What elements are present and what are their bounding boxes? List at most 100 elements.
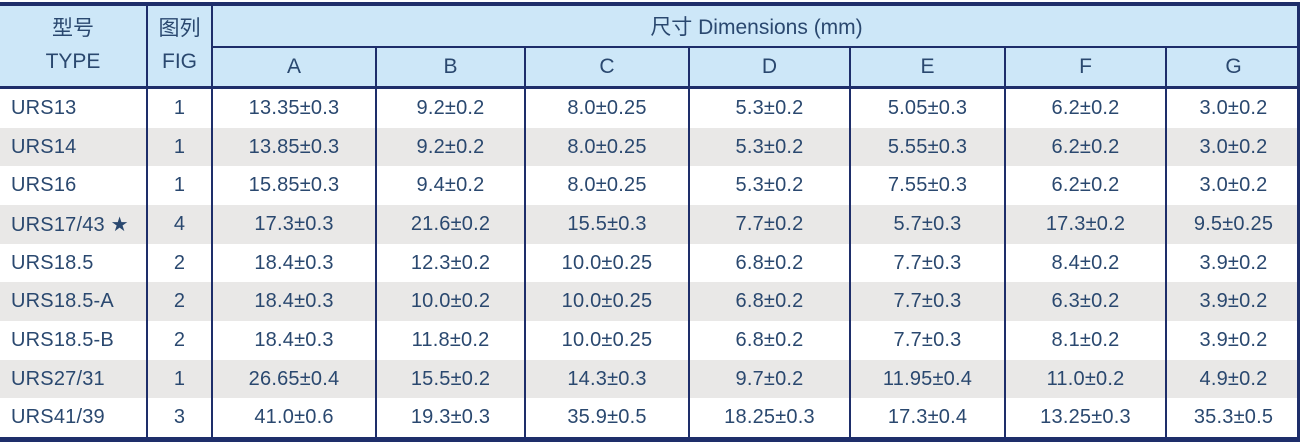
dim-cell-e: 5.05±0.3 bbox=[851, 89, 1006, 128]
dim-cell-c: 14.3±0.3 bbox=[526, 359, 690, 399]
dim-cell-e: 7.7±0.3 bbox=[851, 282, 1006, 322]
dim-cell-a: 18.4±0.3 bbox=[213, 321, 377, 360]
type-cell: URS14 bbox=[0, 127, 148, 167]
top-margin bbox=[0, 0, 1300, 2]
dim-cell-e: 17.3±0.4 bbox=[851, 398, 1006, 438]
type-cell: URS16 bbox=[0, 166, 148, 206]
dim-cell-f: 6.2±0.2 bbox=[1006, 127, 1167, 167]
dim-cell-f: 6.2±0.2 bbox=[1006, 166, 1167, 206]
dim-cell-e: 5.7±0.3 bbox=[851, 205, 1006, 244]
dim-cell-c: 8.0±0.25 bbox=[526, 89, 690, 128]
dim-cell-g: 9.5±0.25 bbox=[1193, 212, 1274, 235]
table-row: URS14 1 13.85±0.3 9.2±0.2 8.0±0.25 5.3±0… bbox=[0, 127, 1300, 167]
type-cell: URS41/39 bbox=[0, 398, 148, 438]
dim-cell-a: 17.3±0.3 bbox=[213, 205, 377, 244]
header-col-c: C bbox=[526, 48, 690, 86]
type-cell: URS17/43 ★ bbox=[0, 205, 148, 244]
dim-cell-e: 7.7±0.3 bbox=[851, 243, 1006, 283]
dim-cell-g: 3.9±0.2 bbox=[1199, 251, 1268, 274]
table-row: URS18.5-A 2 18.4±0.3 10.0±0.2 10.0±0.25 … bbox=[0, 282, 1300, 322]
dim-cell-d: 5.3±0.2 bbox=[690, 127, 851, 167]
header-col-d: D bbox=[690, 48, 851, 86]
header-type-en: TYPE bbox=[45, 50, 101, 73]
table-bottom-border bbox=[0, 437, 1300, 442]
dim-cell-a: 13.35±0.3 bbox=[213, 89, 377, 128]
table-row: URS27/31 1 26.65±0.4 15.5±0.2 14.3±0.3 9… bbox=[0, 359, 1300, 399]
header-col-g: G bbox=[1225, 55, 1242, 78]
table-row: URS18.5 2 18.4±0.3 12.3±0.2 10.0±0.25 6.… bbox=[0, 243, 1300, 283]
table-header: 型号 TYPE 图列 FIG 尺寸 Dimensions (mm) A B C … bbox=[0, 6, 1300, 89]
header-col-e: E bbox=[851, 48, 1006, 86]
table-row: URS16 1 15.85±0.3 9.4±0.2 8.0±0.25 5.3±0… bbox=[0, 166, 1300, 206]
dim-cell-g: 3.0±0.2 bbox=[1199, 96, 1268, 119]
dim-cell-c: 8.0±0.25 bbox=[526, 166, 690, 206]
dim-cell-c: 15.5±0.3 bbox=[526, 205, 690, 244]
dim-cell-a: 13.85±0.3 bbox=[213, 127, 377, 167]
dim-cell-b: 19.3±0.3 bbox=[377, 398, 526, 438]
dim-cell-b: 15.5±0.2 bbox=[377, 359, 526, 399]
bottom-margin bbox=[0, 442, 1300, 444]
dim-cell-d: 6.8±0.2 bbox=[690, 321, 851, 360]
dim-cell-b: 11.8±0.2 bbox=[377, 321, 526, 360]
fig-cell: 1 bbox=[148, 359, 213, 399]
dim-cell-c: 10.0±0.25 bbox=[526, 321, 690, 360]
fig-cell: 2 bbox=[148, 321, 213, 360]
dim-cell-d: 6.8±0.2 bbox=[690, 282, 851, 322]
header-type-zh: 型号 bbox=[52, 17, 94, 41]
fig-cell: 1 bbox=[148, 166, 213, 206]
table-right-border bbox=[1297, 2, 1300, 442]
header-type-cell: 型号 TYPE bbox=[0, 6, 148, 86]
dim-cell-f: 11.0±0.2 bbox=[1006, 359, 1167, 399]
table-row: URS13 1 13.35±0.3 9.2±0.2 8.0±0.25 5.3±0… bbox=[0, 89, 1300, 128]
dim-cell-e: 11.95±0.4 bbox=[851, 359, 1006, 399]
header-col-f: F bbox=[1006, 48, 1167, 86]
dim-cell-g: 35.3±0.5 bbox=[1193, 406, 1274, 429]
fig-cell: 1 bbox=[148, 127, 213, 167]
dim-cell-g: 3.9±0.2 bbox=[1199, 290, 1268, 313]
dim-cell-f: 8.4±0.2 bbox=[1006, 243, 1167, 283]
dim-cell-f: 6.3±0.2 bbox=[1006, 282, 1167, 322]
type-cell: URS13 bbox=[0, 89, 148, 128]
dim-cell-f: 17.3±0.2 bbox=[1006, 205, 1167, 244]
dim-cell-g: 3.0±0.2 bbox=[1199, 135, 1268, 158]
dim-cell-d: 6.8±0.2 bbox=[690, 243, 851, 283]
dim-cell-g: 3.0±0.2 bbox=[1199, 174, 1268, 197]
header-fig-en: FIG bbox=[162, 50, 197, 73]
header-col-b: B bbox=[377, 48, 526, 86]
dim-cell-g: 3.9±0.2 bbox=[1199, 328, 1268, 351]
dim-cell-a: 26.65±0.4 bbox=[213, 359, 377, 399]
type-cell: URS18.5-A bbox=[0, 282, 148, 322]
table-row: URS18.5-B 2 18.4±0.3 11.8±0.2 10.0±0.25 … bbox=[0, 321, 1300, 360]
dim-cell-a: 15.85±0.3 bbox=[213, 166, 377, 206]
dim-cell-d: 18.25±0.3 bbox=[690, 398, 851, 438]
dim-cell-b: 9.4±0.2 bbox=[377, 166, 526, 206]
header-dimensions-title: 尺寸 Dimensions (mm) bbox=[213, 6, 1300, 48]
dim-cell-c: 35.9±0.5 bbox=[526, 398, 690, 438]
table-body: URS13 1 13.35±0.3 9.2±0.2 8.0±0.25 5.3±0… bbox=[0, 89, 1300, 438]
dim-cell-b: 12.3±0.2 bbox=[377, 243, 526, 283]
dim-cell-a: 41.0±0.6 bbox=[213, 398, 377, 438]
dim-cell-d: 9.7±0.2 bbox=[690, 359, 851, 399]
dim-cell-a: 18.4±0.3 bbox=[213, 243, 377, 283]
dim-cell-e: 7.55±0.3 bbox=[851, 166, 1006, 206]
header-col-a: A bbox=[213, 48, 377, 86]
type-cell: URS18.5 bbox=[0, 243, 148, 283]
fig-cell: 2 bbox=[148, 282, 213, 322]
header-fig-cell: 图列 FIG bbox=[148, 6, 213, 86]
dim-cell-c: 10.0±0.25 bbox=[526, 243, 690, 283]
dim-cell-a: 18.4±0.3 bbox=[213, 282, 377, 322]
dim-cell-d: 5.3±0.2 bbox=[690, 89, 851, 128]
dim-cell-g: 4.9±0.2 bbox=[1199, 367, 1268, 390]
fig-cell: 2 bbox=[148, 243, 213, 283]
dim-cell-c: 8.0±0.25 bbox=[526, 127, 690, 167]
header-dimension-columns: A B C D E F G bbox=[213, 48, 1300, 86]
fig-cell: 1 bbox=[148, 89, 213, 128]
table-row: URS17/43 ★ 4 17.3±0.3 21.6±0.2 15.5±0.3 … bbox=[0, 205, 1300, 244]
type-cell: URS27/31 bbox=[0, 359, 148, 399]
dim-cell-b: 9.2±0.2 bbox=[377, 89, 526, 128]
fig-cell: 4 bbox=[148, 205, 213, 244]
dim-cell-f: 8.1±0.2 bbox=[1006, 321, 1167, 360]
dim-cell-c: 10.0±0.25 bbox=[526, 282, 690, 322]
dim-cell-f: 13.25±0.3 bbox=[1006, 398, 1167, 438]
